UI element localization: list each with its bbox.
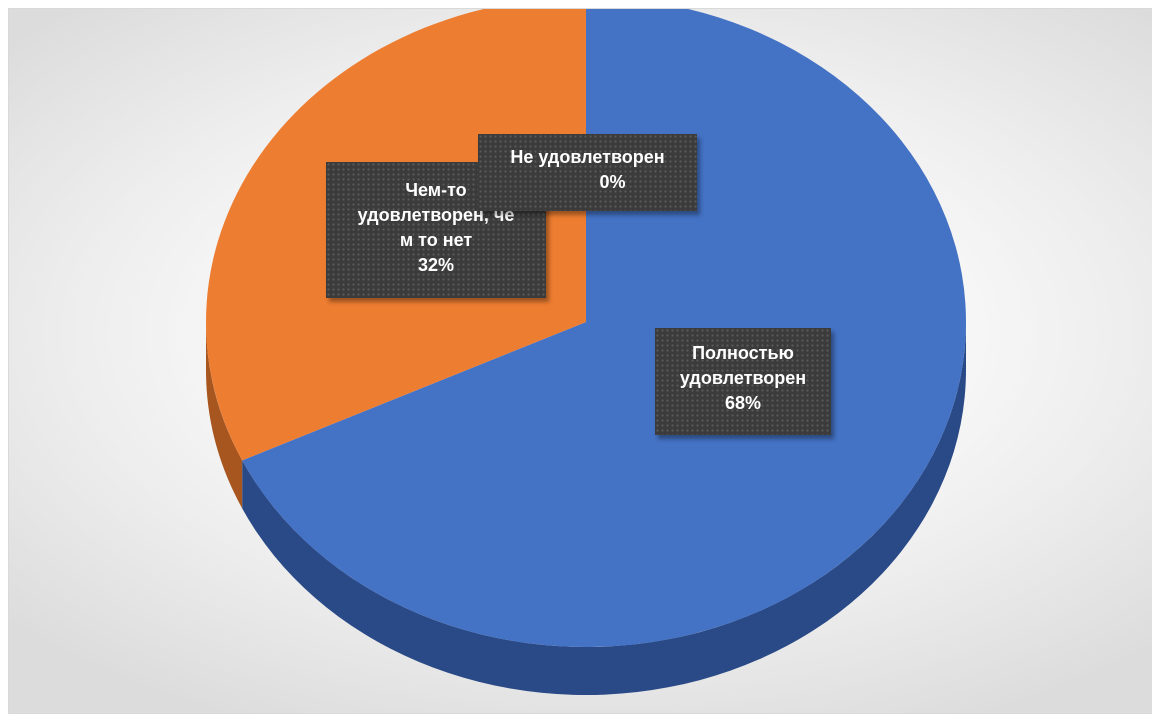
chart-area: Полностью удовлетворен 68% Чем-то удовле… xyxy=(8,8,1152,714)
data-label-line: удовлетворен, че xyxy=(357,205,515,225)
pie-chart xyxy=(206,9,967,695)
data-label-line: удовлетворен xyxy=(679,368,807,388)
data-label-line: м то нет xyxy=(399,230,473,250)
data-label-not-satisfied: Не удовлетворен 0% xyxy=(478,134,697,211)
pie-side-1 xyxy=(206,322,243,509)
data-label-percent: 68% xyxy=(724,393,762,413)
data-label-percent: 0% xyxy=(599,172,626,192)
data-label-percent: 32% xyxy=(417,255,455,275)
pie-slice-0 xyxy=(242,9,966,647)
data-label-line: Полностью xyxy=(692,343,794,363)
data-label-partially-satisfied: Чем-то удовлетворен, че м то нет 32% xyxy=(326,162,546,298)
pie-side-0 xyxy=(242,322,967,695)
data-label-line: Чем-то xyxy=(405,180,467,200)
data-label-line: Не удовлетворен xyxy=(510,147,665,167)
data-label-fully-satisfied: Полностью удовлетворен 68% xyxy=(655,328,831,435)
